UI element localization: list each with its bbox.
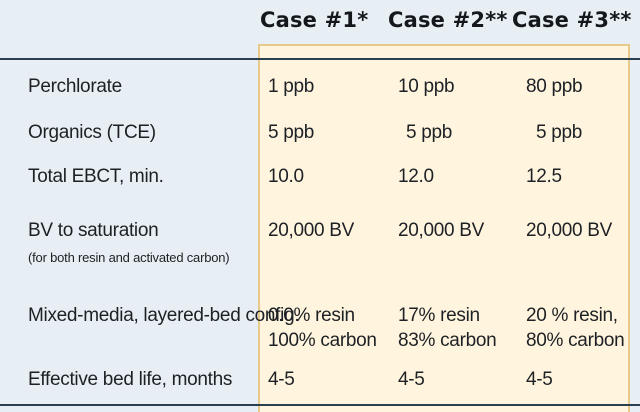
cell-perchlorate-case-3: 80 ppb (526, 76, 583, 97)
cell-mixed-media-case-2: 17% resin 83% carbon (398, 303, 497, 353)
cell-mixed-media-case-1-resin: 0.0% resin (268, 305, 355, 326)
cell-ebct-case-2: 12.0 (398, 166, 434, 187)
cell-bed-life-case-2: 4-5 (398, 369, 425, 390)
cell-organics-case-3: 5 ppb (536, 122, 583, 143)
row-label-total-ebct: Total EBCT, min. (28, 166, 164, 187)
row-label-perchlorate: Perchlorate (28, 76, 122, 97)
cell-bv-case-1: 20,000 BV (268, 220, 355, 241)
table-bottom-rule (0, 404, 640, 406)
row-label-bed-life: Effective bed life, months (28, 369, 233, 390)
cell-bed-life-case-3: 4-5 (526, 369, 553, 390)
cell-mixed-media-case-1: 0.0% resin 100% carbon (268, 303, 377, 353)
cell-mixed-media-case-3-carbon: 80% carbon (526, 330, 625, 351)
cell-bv-case-3: 20,000 BV (526, 220, 613, 241)
cell-mixed-media-case-3-resin: 20 % resin, (526, 305, 618, 326)
column-header-case-2: Case #2** (388, 8, 508, 32)
column-header-case-3: Case #3** (512, 8, 632, 32)
cell-mixed-media-case-2-carbon: 83% carbon (398, 330, 497, 351)
cell-organics-case-2: 5 ppb (406, 122, 453, 143)
cell-perchlorate-case-1: 1 ppb (268, 76, 315, 97)
table-header: Case #1* Case #2** Case #3** (0, 0, 640, 58)
row-note-bv-saturation: (for both resin and activated carbon) (28, 250, 230, 265)
cell-ebct-case-3: 12.5 (526, 166, 562, 187)
row-label-organics: Organics (TCE) (28, 122, 156, 143)
cell-mixed-media-case-3: 20 % resin, 80% carbon (526, 303, 625, 353)
cell-mixed-media-case-1-carbon: 100% carbon (268, 330, 377, 351)
cell-bv-case-2: 20,000 BV (398, 220, 485, 241)
row-label-mixed-media: Mixed-media, layered-bed config. (28, 305, 300, 326)
cell-organics-case-1: 5 ppb (268, 122, 315, 143)
cell-perchlorate-case-2: 10 ppb (398, 76, 455, 97)
column-header-case-1: Case #1* (260, 8, 369, 32)
cell-mixed-media-case-2-resin: 17% resin (398, 305, 480, 326)
cell-ebct-case-1: 10.0 (268, 166, 304, 187)
values-panel (258, 44, 630, 412)
header-divider-overlay (0, 58, 640, 60)
row-label-bv-saturation: BV to saturation (28, 220, 159, 241)
cell-bed-life-case-1: 4-5 (268, 369, 295, 390)
